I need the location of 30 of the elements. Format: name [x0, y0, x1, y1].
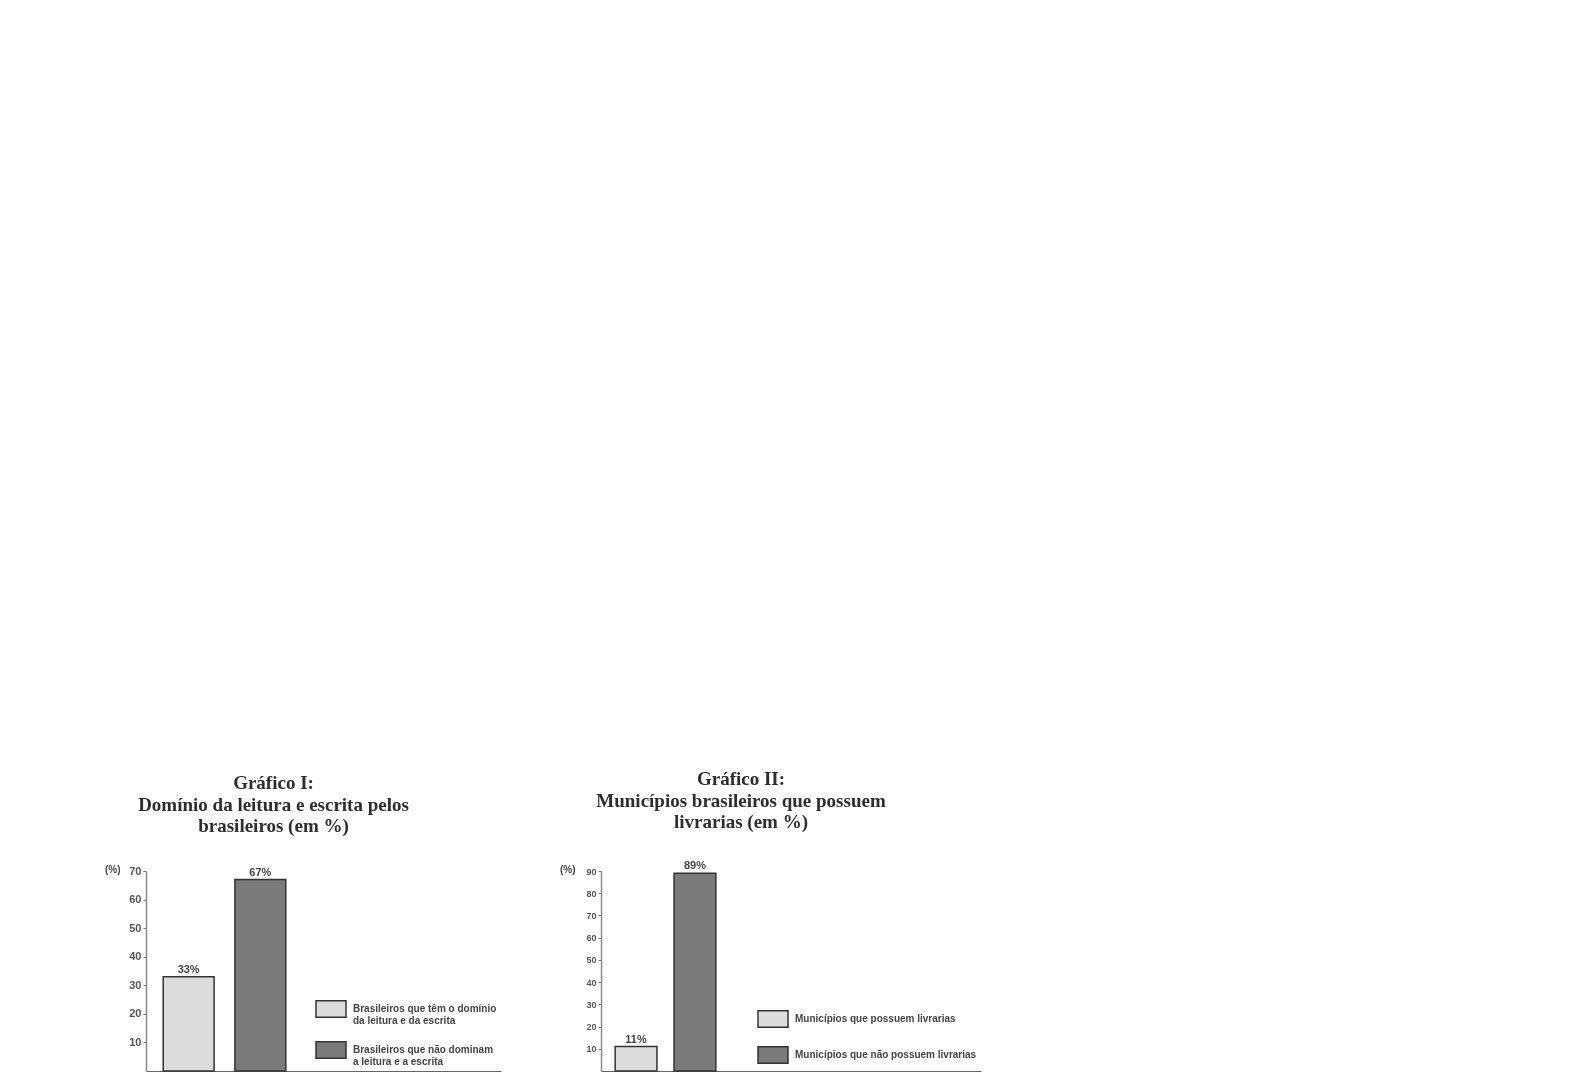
y-tick-label: 70 — [586, 910, 597, 921]
y-tick-label: 30 — [129, 978, 142, 991]
y-tick-label: 60 — [586, 933, 597, 944]
y-tick-label: 80 — [586, 888, 597, 899]
y-tick-label: 50 — [586, 955, 597, 966]
legend-label: Brasileiros que têm o domínio da leitura e da escrita — [353, 1003, 497, 1026]
y-tick-label: 40 — [586, 977, 597, 988]
y-tick-label: 50 — [129, 921, 142, 934]
chart-subtitle: Municípios brasileiros que possuem livrarias (em %) — [596, 790, 886, 834]
y-tick-label: 40 — [129, 950, 142, 963]
data-label: 89% — [683, 859, 707, 872]
y-tick-label: 90 — [586, 866, 597, 877]
y-tick-label: 10 — [129, 1035, 142, 1048]
data-label: 11% — [625, 1032, 647, 1045]
y-tick-label: 60 — [129, 893, 142, 906]
y-axis-title: (%) — [559, 863, 576, 875]
chart-title: Gráfico II: — [696, 768, 786, 790]
y-tick-label: 20 — [586, 1022, 597, 1033]
data-label: 67% — [249, 865, 272, 878]
chart-title: Gráfico I: — [233, 772, 314, 793]
y-tick-label: 10 — [586, 1044, 597, 1055]
y-tick-label: 70 — [129, 864, 142, 877]
data-label: 33% — [177, 962, 200, 975]
y-tick-label: 30 — [586, 999, 597, 1010]
legend-label: Municípios que possuem livrarias — [795, 1013, 957, 1024]
legend-label: Brasileiros que não dominam a leitura e a escrita — [353, 1044, 494, 1067]
legend-label: Municípios que não possuem livrarias — [795, 1049, 977, 1060]
y-tick-label: 20 — [129, 1007, 142, 1020]
y-axis-title: (%) — [104, 863, 121, 875]
chart-subtitle: Domínio da leitura e escrita pelos brasileiros (em %) — [138, 794, 409, 837]
